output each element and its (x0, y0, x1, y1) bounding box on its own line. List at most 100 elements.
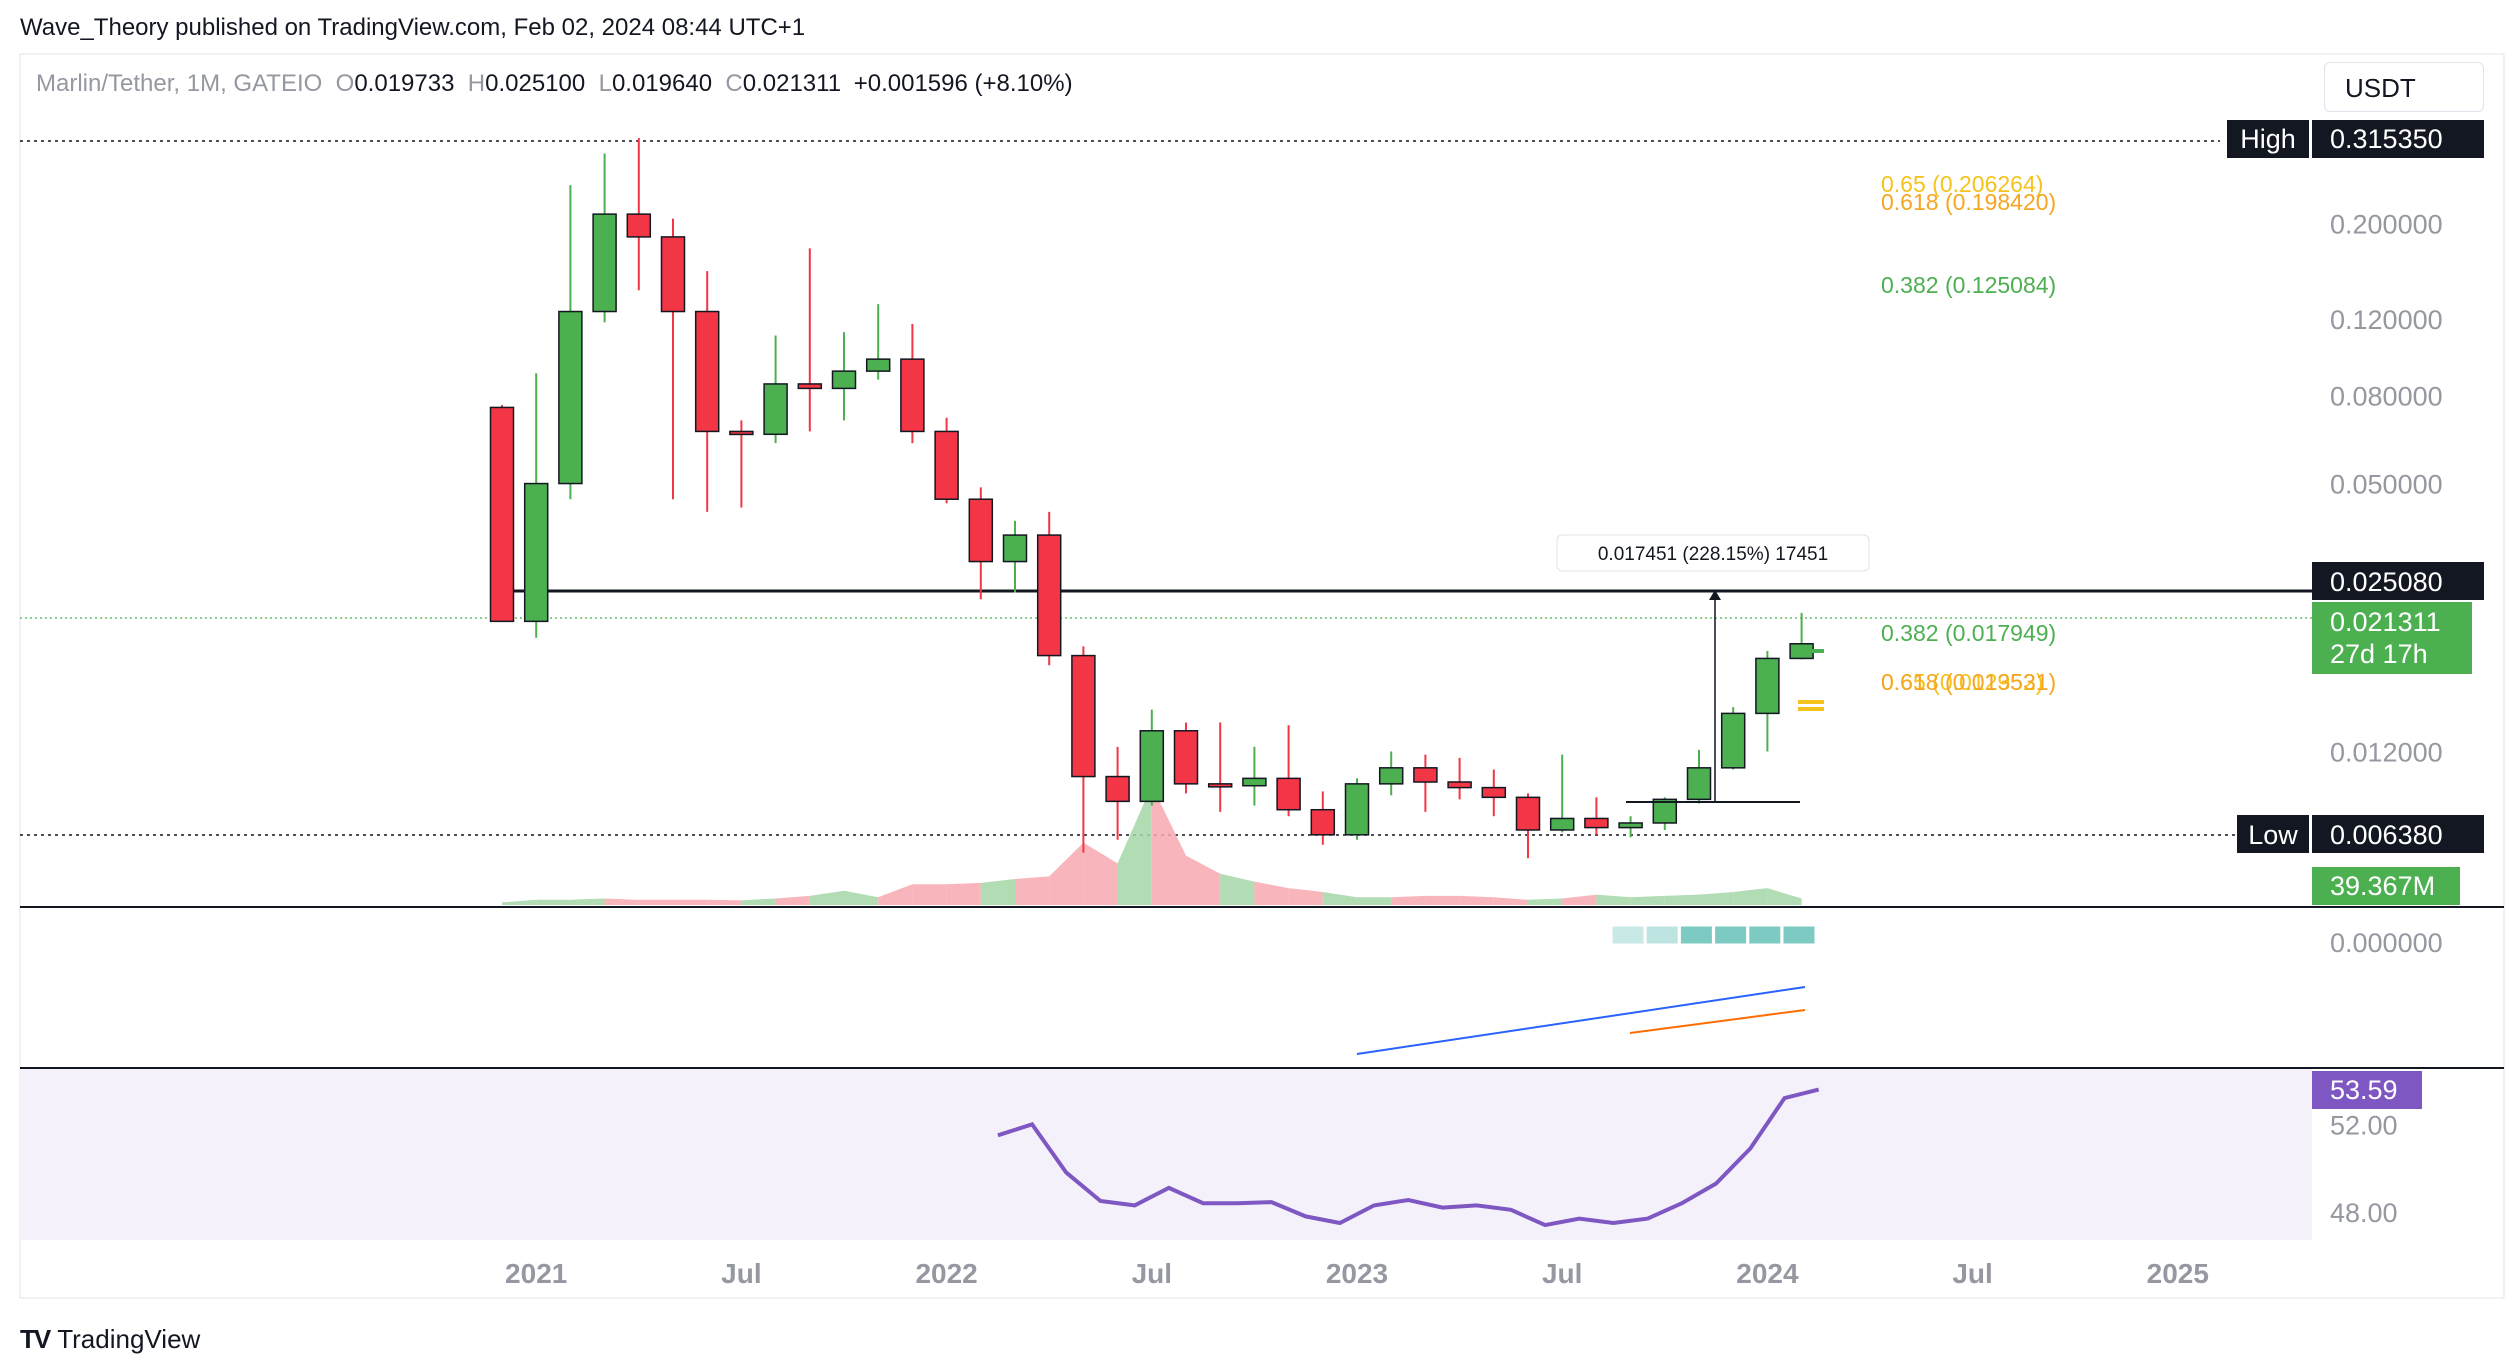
price-axis-tick: 0.120000 (2330, 305, 2443, 335)
rsi-value-box (2312, 1071, 2422, 1109)
high-tag-label: High (2240, 124, 2296, 154)
fib-label-bot-65: 0.65 (0.012952) (1881, 669, 2043, 695)
volume-segment (809, 890, 844, 905)
candle (1276, 725, 1301, 817)
volume-segment (1117, 785, 1152, 905)
candle-body (626, 213, 652, 238)
candle (1071, 646, 1096, 853)
candle-body (1481, 786, 1507, 799)
symbol-legend[interactable]: Marlin/Tether, 1M, GATEIO O0.019733 H 0.0… (36, 70, 1073, 98)
candle (1515, 793, 1541, 859)
rsi-axis[interactable]: 52.00 48.00 (2330, 1110, 2398, 1228)
candle-body (1618, 822, 1643, 829)
time-axis-tick: 2021 (505, 1258, 567, 1289)
volume-box (2312, 867, 2460, 905)
candle (558, 185, 583, 500)
candle (1549, 754, 1575, 833)
macd-hist-bar (1748, 925, 1782, 945)
volume-segment (775, 895, 810, 905)
candle (1755, 650, 1780, 752)
candle-body (1686, 767, 1712, 801)
macd-line (1356, 986, 1806, 1055)
price-axis-tick: 0.080000 (2330, 381, 2443, 411)
last-price: 0.021311 (2330, 607, 2441, 637)
candle-body (900, 358, 925, 433)
candle (934, 417, 959, 504)
price-axis-tick: 0.012000 (2330, 737, 2443, 767)
candle-body (1139, 730, 1165, 803)
fib-retracement[interactable]: 0.65 (0.206264) 0.618 (0.198420) 0.382 (… (1798, 171, 2056, 711)
volume-area (502, 785, 1802, 905)
candle-body (1207, 783, 1233, 788)
brand-name: TradingView (57, 1324, 201, 1354)
candle-body (592, 213, 617, 313)
time-axis-tick: 2023 (1326, 1258, 1388, 1289)
legend-symbol: Marlin/Tether, 1M, GATEIO (36, 70, 323, 97)
currency-button[interactable]: USDT (2324, 62, 2484, 112)
candle-body (1720, 712, 1746, 769)
volume-segment (1357, 897, 1392, 905)
macd-hist-bar (1679, 925, 1713, 945)
volume-segment (1288, 888, 1323, 905)
time-axis-tick: Jul (1952, 1258, 1992, 1289)
time-axis-tick: Jul (1132, 1258, 1172, 1289)
high-value-box (2312, 120, 2484, 158)
time-axis-tick: 2022 (915, 1258, 977, 1289)
legend-c-label: C (725, 70, 743, 97)
legend-open: 0.019733 (354, 70, 455, 97)
fib-label-bot-618: 0.618 (0.013531) (1881, 669, 2056, 695)
candle-body (1310, 808, 1336, 836)
rsi-value: 53.59 (2330, 1075, 2398, 1105)
candle (1105, 746, 1130, 840)
candle-body (1447, 781, 1472, 789)
axis-markers: High 0.315350 0.025080 0.021311 27d 17h … (2227, 120, 2484, 1109)
measure-tool[interactable]: 0.017451 (228.15%) 17451 (1556, 534, 1870, 803)
volume-segment (1493, 897, 1528, 905)
countdown: 27d 17h (2330, 639, 2428, 669)
time-axis-tick: Jul (721, 1258, 761, 1289)
candle-body (489, 406, 515, 623)
candle-body (1071, 654, 1096, 778)
volume-segment (536, 899, 571, 905)
tradingview-brand[interactable]: TV TradingView (20, 1324, 200, 1355)
volume-segment (878, 884, 913, 905)
candle (1173, 722, 1199, 794)
candle (489, 404, 515, 623)
price-axis[interactable]: 0.2000000.1200000.0800000.0500000.030000… (2330, 209, 2443, 843)
candle-body (1344, 783, 1370, 836)
legend-change: +0.001596 (+8.10%) (853, 70, 1073, 97)
candle (831, 332, 857, 421)
low-value-box (2312, 815, 2484, 853)
rsi-axis-tick: 48.00 (2330, 1198, 2398, 1228)
candle-body (558, 310, 583, 485)
volume-segment (1049, 842, 1084, 905)
legend-o-label: O (335, 70, 355, 97)
volume-segment (502, 899, 537, 905)
candle (1618, 816, 1643, 838)
low-tag-label: Low (2248, 820, 2298, 850)
last-price-box (2312, 602, 2472, 674)
volume-segment (1322, 892, 1357, 905)
candle (626, 138, 652, 291)
candle (1002, 520, 1028, 593)
legend-h-label: H (467, 70, 486, 97)
legend-close: 0.021311 (742, 70, 842, 97)
candle-body (1173, 730, 1199, 785)
candle (1686, 749, 1712, 804)
macd-histogram (1611, 925, 1816, 945)
volume-segment (912, 884, 947, 905)
measure-arrow (1709, 590, 1721, 600)
candle (1242, 746, 1267, 806)
candle (1447, 757, 1472, 800)
volume-segment (844, 890, 879, 905)
volume-segment (1015, 876, 1050, 905)
candle (968, 487, 994, 600)
volume-segment (1562, 894, 1597, 905)
volume-segment (980, 879, 1015, 905)
fib-label-top-618: 0.618 (0.198420) (1881, 189, 2056, 215)
volume-segment (1664, 894, 1699, 905)
candle-body (1515, 796, 1541, 831)
candle (1652, 797, 1678, 830)
time-axis[interactable]: 2021 Jul 2022 Jul 2023 Jul 2024 Jul 2025 (505, 1258, 2209, 1289)
